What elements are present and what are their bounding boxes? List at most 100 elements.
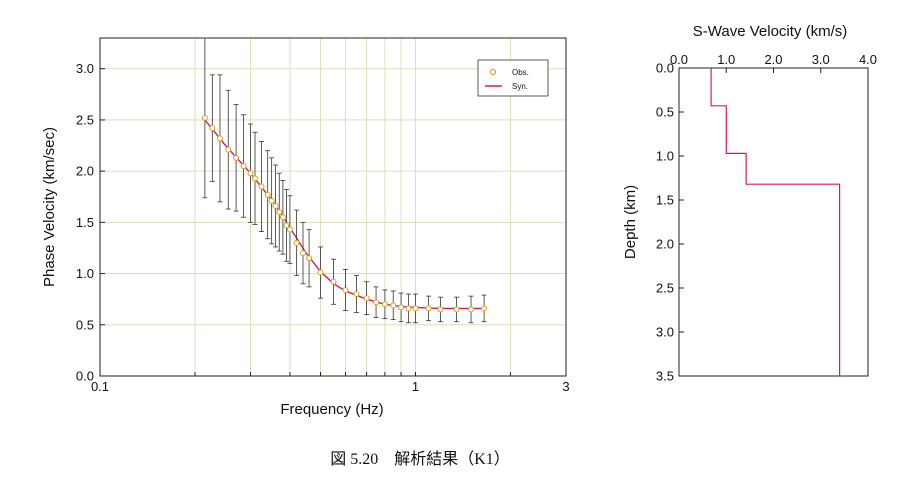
legend-obs-marker — [489, 68, 497, 76]
phase-velocity-plot-frame — [99, 37, 567, 377]
obs-marker — [363, 295, 370, 302]
obs-marker — [330, 278, 337, 285]
y-tick-label: 3.0 — [76, 61, 94, 76]
obs-marker — [293, 239, 300, 246]
y-tick-label: 2.5 — [76, 112, 94, 127]
s-wave-velocity-y-axis-label: Depth (km) — [622, 185, 639, 259]
velocity-profile-line — [710, 68, 841, 376]
obs-marker — [425, 305, 432, 312]
depth-tick-label: 3.0 — [656, 325, 674, 340]
obs-marker — [412, 305, 419, 312]
depth-tick-label: 0.5 — [656, 105, 674, 120]
obs-point — [353, 275, 360, 313]
phase-velocity-series — [201, 37, 488, 324]
obs-point — [258, 141, 265, 232]
obs-marker — [437, 306, 444, 313]
phase-velocity-grid — [100, 38, 566, 376]
obs-point — [272, 164, 279, 248]
obs-marker — [353, 291, 360, 298]
s-wave-velocity-ticks: 0.0 1.0 2.0 3.0 4.0 0.0 0.5 1.0 1.5 2.0 2.5 3.0 3.5 — [656, 52, 877, 384]
legend-obs-label: Obs. — [512, 68, 529, 77]
x-tick-label: 0.1 — [91, 379, 109, 394]
obs-marker — [209, 125, 216, 132]
obs-point — [240, 114, 247, 218]
figure-caption: 図 5.20 解析結果（K1） — [330, 450, 510, 468]
obs-marker — [258, 183, 265, 190]
y-tick-label: 0.5 — [76, 317, 94, 332]
depth-tick-label: 1.0 — [656, 149, 674, 164]
velocity-tick-label: 0.0 — [670, 52, 688, 67]
legend-box — [477, 59, 549, 97]
obs-marker — [373, 299, 380, 306]
obs-point — [363, 281, 370, 315]
obs-marker — [317, 269, 324, 276]
y-tick-label: 1.0 — [76, 266, 94, 281]
obs-point — [286, 195, 293, 264]
velocity-tick-label: 2.0 — [764, 52, 782, 67]
obs-marker — [398, 304, 405, 311]
obs-marker — [247, 170, 254, 177]
phase-velocity-ticks: 0.0 0.5 1.0 1.5 2.0 2.5 3.0 0.1 1 3 — [76, 61, 570, 394]
s-wave-velocity-series — [710, 68, 841, 376]
obs-marker — [216, 135, 223, 142]
depth-tick-label: 3.5 — [656, 369, 674, 384]
obs-point — [405, 293, 412, 324]
obs-marker — [279, 214, 286, 221]
obs-marker — [286, 226, 293, 233]
velocity-tick-label: 3.0 — [812, 52, 830, 67]
phase-velocity-x-axis-label: Frequency (Hz) — [280, 401, 383, 418]
obs-marker — [276, 209, 283, 216]
obs-point — [209, 74, 216, 182]
obs-point — [425, 295, 432, 322]
y-tick-label: 1.5 — [76, 215, 94, 230]
legend-syn-label: Syn. — [512, 82, 528, 91]
obs-point — [252, 131, 259, 225]
obs-marker — [225, 146, 232, 153]
obs-point — [468, 295, 475, 324]
syn-curve — [204, 119, 485, 310]
y-tick-label: 2.0 — [76, 164, 94, 179]
obs-marker — [201, 114, 208, 121]
obs-point — [247, 123, 254, 223]
obs-marker — [233, 154, 240, 161]
obs-point — [390, 290, 397, 321]
obs-marker — [405, 305, 412, 312]
obs-point — [268, 157, 275, 245]
obs-point — [342, 269, 349, 311]
obs-marker — [240, 163, 247, 170]
x-tick-label: 3 — [562, 379, 569, 394]
obs-point — [398, 292, 405, 323]
obs-point — [216, 74, 223, 203]
obs-marker — [283, 222, 290, 229]
obs-marker — [453, 306, 460, 313]
phase-velocity-y-axis-label: Phase Velocity (km/sec) — [41, 127, 58, 287]
s-wave-velocity-title: S-Wave Velocity (km/s) — [693, 23, 847, 40]
obs-marker — [381, 301, 388, 308]
obs-marker — [390, 302, 397, 309]
obs-point — [437, 296, 444, 323]
obs-point — [201, 37, 208, 199]
obs-point — [481, 294, 488, 323]
y-tick-label: 0.0 — [76, 369, 94, 384]
obs-point — [453, 296, 460, 323]
obs-point — [412, 293, 419, 324]
obs-marker — [306, 255, 313, 262]
obs-marker — [468, 306, 475, 313]
obs-point — [283, 189, 290, 262]
obs-point — [293, 209, 300, 277]
obs-marker — [299, 250, 306, 257]
depth-tick-label: 1.5 — [656, 193, 674, 208]
obs-point — [233, 104, 240, 212]
obs-point — [264, 150, 271, 240]
obs-point — [373, 286, 380, 319]
phase-velocity-chart: 0.0 0.5 1.0 1.5 2.0 2.5 3.0 0.1 1 3 Frequency (Hz… — [41, 37, 570, 418]
obs-marker — [252, 175, 259, 182]
obs-marker — [264, 191, 271, 198]
x-tick-label: 1 — [412, 379, 419, 394]
obs-marker — [342, 286, 349, 293]
obs-point — [381, 289, 388, 320]
depth-tick-label: 2.0 — [656, 237, 674, 252]
obs-point — [330, 258, 337, 305]
obs-point — [276, 172, 283, 252]
obs-point — [279, 179, 286, 255]
